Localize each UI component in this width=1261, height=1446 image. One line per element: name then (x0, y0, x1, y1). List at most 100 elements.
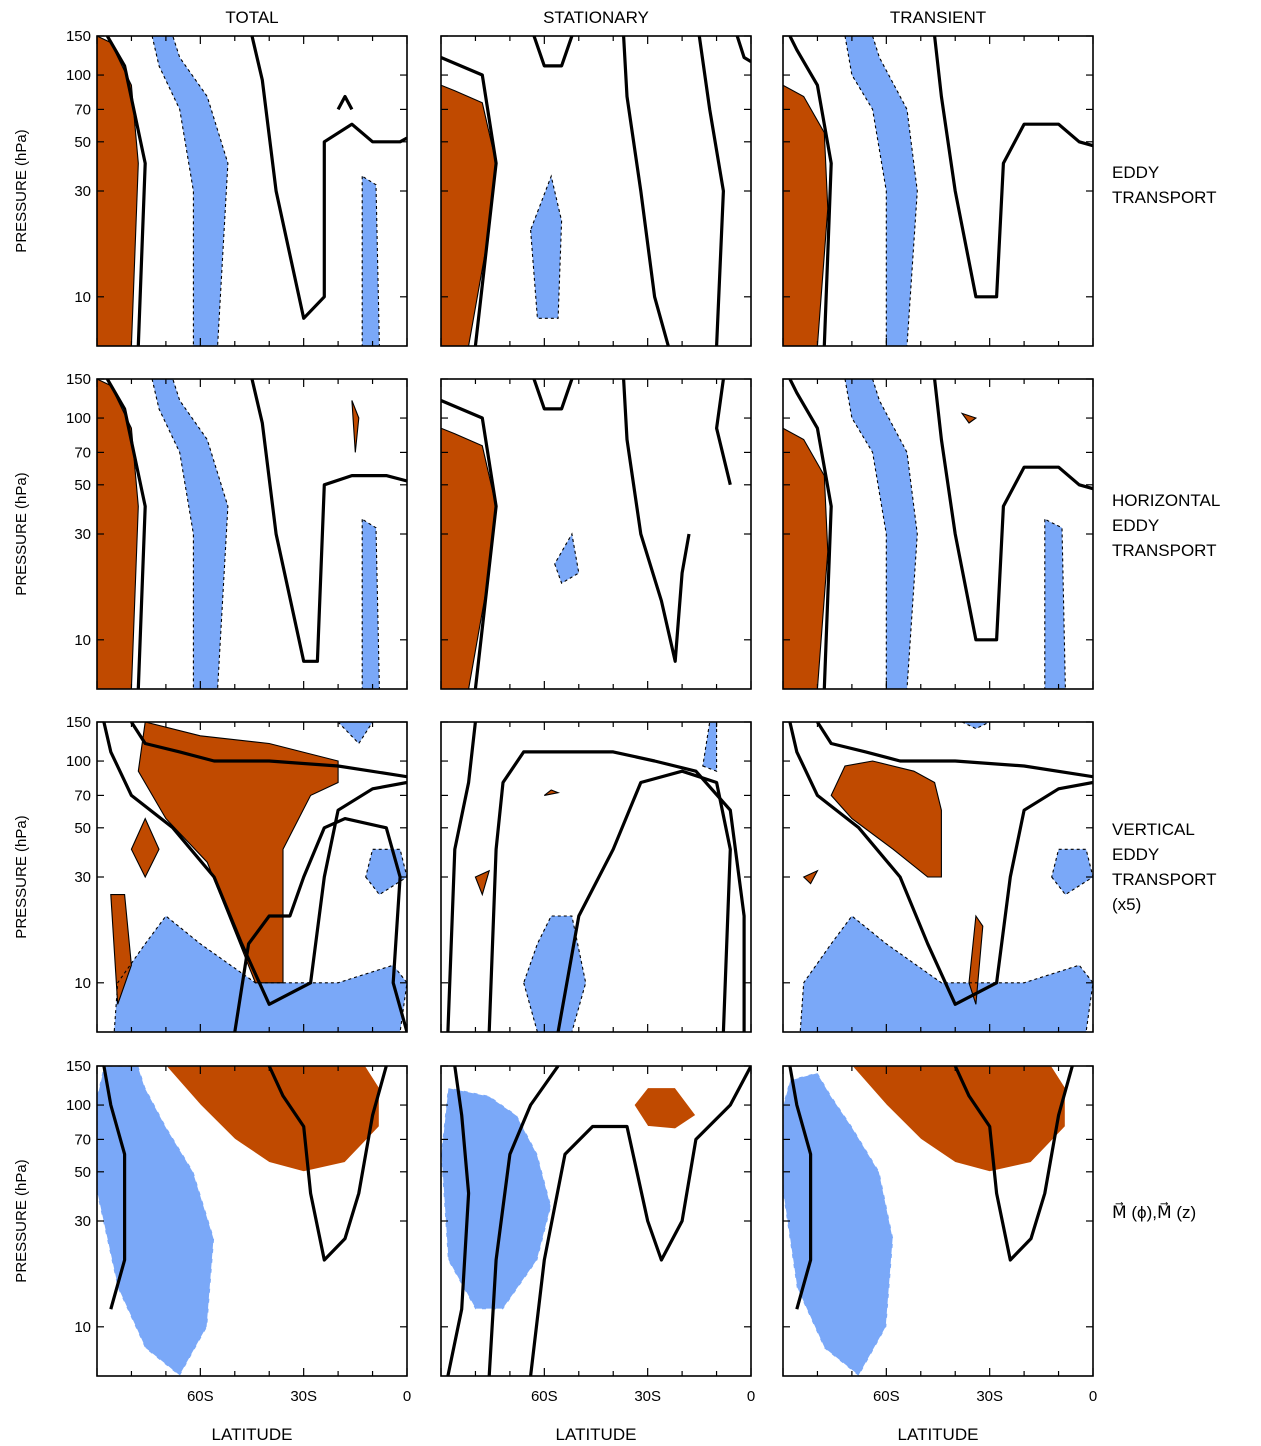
zero-contour (933, 379, 1093, 642)
panel-r3-c2: 60S 30S 0 (782, 1065, 1097, 1405)
negative-shading-region (1051, 849, 1093, 895)
y-tick-label: 150 (66, 1058, 91, 1075)
zero-contour (250, 379, 407, 663)
negative-shading-region (554, 534, 579, 584)
row-label-line: EDDY (1112, 163, 1159, 182)
positive-shading-region (544, 790, 559, 796)
y-tick-label: 30 (74, 183, 91, 200)
zero-contour (788, 36, 833, 346)
positive-shading-region (351, 400, 359, 453)
positive-contour (802, 869, 819, 885)
y-tick-label: 30 (74, 869, 91, 886)
zero-contour (735, 36, 751, 63)
row-label-line: (x5) (1112, 895, 1141, 914)
column-title-total: TOTAL (225, 8, 278, 27)
panel-plot-area (783, 36, 1093, 346)
y-tick-label: 50 (74, 134, 91, 151)
positive-contour (130, 817, 160, 879)
row-label-line: TRANSPORT (1112, 870, 1217, 889)
column-titles: TOTAL STATIONARY TRANSIENT (225, 8, 986, 27)
negative-shading-region (962, 722, 990, 729)
y-tick-label: 10 (74, 1319, 91, 1336)
zero-contour (130, 722, 407, 779)
y-tick-label: 10 (74, 632, 91, 649)
row-label-line: VERTICAL (1112, 820, 1195, 839)
positive-shading-region (633, 1087, 696, 1129)
panel-r3-c0: 10 30 50 70 100 150 60S 30S 0 (66, 1058, 411, 1405)
zero-contour (105, 36, 147, 346)
row-label-line: TRANSPORT (1112, 188, 1217, 207)
positive-shading-region (138, 722, 339, 983)
row-label-line: HORIZONTAL (1112, 491, 1220, 510)
negative-shading-region (702, 722, 717, 772)
y-tick-label: 50 (74, 1164, 91, 1181)
y-tick-label: 70 (74, 444, 91, 461)
panel-r3-c1: 60S 30S 0 (440, 1065, 755, 1405)
panel-r0-c1 (440, 35, 752, 347)
y-tick-label: 150 (66, 714, 91, 731)
x-tick-label: 60S (531, 1388, 558, 1405)
y-tick-label: 150 (66, 371, 91, 388)
zero-contour (556, 769, 732, 1032)
positive-contour (110, 894, 132, 1005)
positive-shading-region (165, 1066, 380, 1172)
panel-plot-area (102, 722, 407, 1032)
negative-contour (151, 379, 229, 689)
positive-shading-region (783, 85, 828, 346)
positive-contour (351, 400, 360, 453)
negative-shading-region (362, 519, 380, 689)
y-axis-label: PRESSURE (hPa) (13, 129, 30, 252)
y-tick-label: 100 (66, 1097, 91, 1114)
positive-shading-region (851, 1066, 1066, 1172)
panel-r1-c2 (782, 378, 1094, 690)
y-tick-label: 70 (74, 787, 91, 804)
negative-shading-region (338, 722, 373, 744)
x-axis-labels: LATITUDE LATITUDE LATITUDE (212, 1425, 979, 1444)
panel-plot-area (783, 1066, 1074, 1376)
x-tick-label: 30S (634, 1388, 661, 1405)
zero-contour (622, 36, 670, 346)
positive-shading-region (831, 761, 942, 877)
column-title-transient: TRANSIENT (890, 8, 986, 27)
panel-plot-area (97, 36, 407, 346)
negative-contour (113, 915, 407, 1032)
panel-r2-c0: 10 30 50 70 100 150 (66, 714, 408, 1033)
y-axis-label: PRESSURE (hPa) (13, 1159, 30, 1282)
positive-contour (960, 412, 978, 424)
negative-shading-region (362, 176, 380, 346)
negative-shading-region (114, 916, 407, 1032)
y-tick-label: 100 (66, 410, 91, 427)
zero-contour (336, 94, 354, 111)
zero-contour (250, 36, 407, 320)
zero-contour (529, 1066, 751, 1376)
positive-shading-region (131, 818, 159, 877)
y-axis-labels: PRESSURE (hPa) PRESSURE (hPa) PRESSURE (hP… (13, 129, 30, 1282)
zero-contour (532, 379, 574, 411)
panel-r0-c2 (782, 35, 1094, 347)
y-tick-label: 30 (74, 526, 91, 543)
panel-plot-area (97, 379, 407, 689)
positive-contour (474, 869, 491, 897)
negative-shading-region (152, 379, 228, 689)
positive-shading-region (803, 870, 818, 884)
zero-contour (622, 379, 691, 663)
panels: 1030507010015010305070100150103050701001… (66, 28, 1097, 1405)
positive-shading-region (97, 379, 139, 689)
positive-shading-region (475, 870, 490, 895)
positive-shading-region (441, 428, 497, 689)
negative-shading-region (152, 36, 228, 346)
negative-contour (523, 915, 587, 1032)
negative-shading-region (845, 379, 918, 689)
y-tick-label: 10 (74, 975, 91, 992)
positive-contour (633, 1086, 697, 1130)
x-axis-label: LATITUDE (212, 1425, 293, 1444)
row-label-line: EDDY (1112, 845, 1159, 864)
negative-shading-region (530, 176, 562, 319)
panel-r2-c1 (440, 721, 752, 1033)
row-labels: EDDY TRANSPORT HORIZONTAL EDDY TRANSPORT VERT… (1112, 163, 1220, 1222)
y-tick-label: 30 (74, 1213, 91, 1230)
zero-contour (816, 722, 1093, 779)
negative-contour (1051, 848, 1093, 896)
x-tick-label: 60S (873, 1388, 900, 1405)
negative-shading-region (845, 36, 918, 346)
